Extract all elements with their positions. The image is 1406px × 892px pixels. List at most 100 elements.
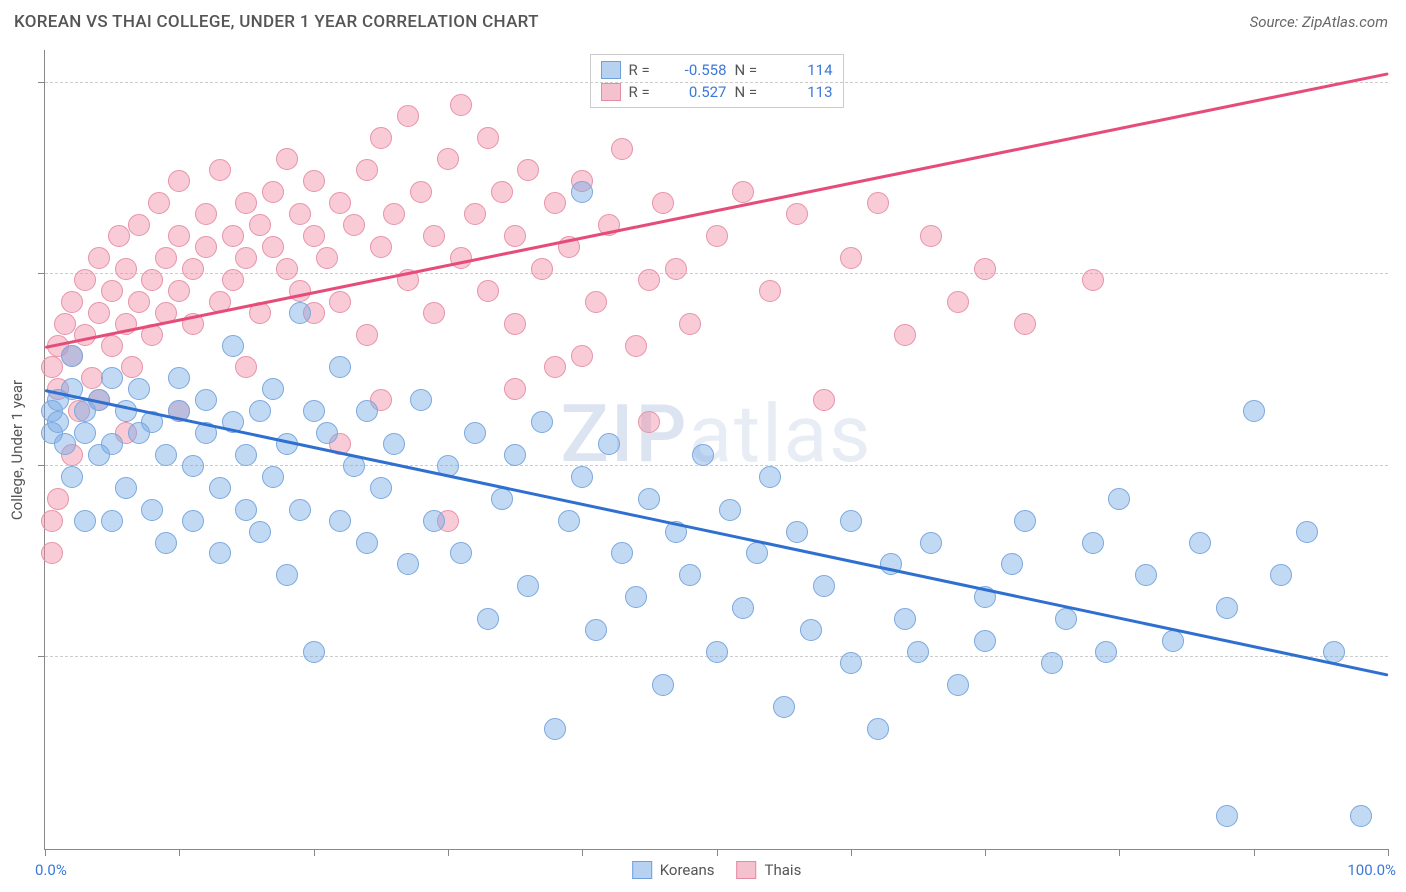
point-thais	[128, 291, 150, 313]
point-koreans	[813, 575, 835, 597]
point-koreans	[773, 696, 795, 718]
x-tick	[1388, 849, 1389, 856]
point-koreans	[61, 466, 83, 488]
point-thais	[74, 269, 96, 291]
point-thais	[141, 269, 163, 291]
point-thais	[168, 170, 190, 192]
point-koreans	[907, 641, 929, 663]
point-thais	[235, 247, 257, 269]
point-koreans	[222, 335, 244, 357]
point-koreans	[706, 641, 728, 663]
point-koreans	[1055, 608, 1077, 630]
point-thais	[437, 148, 459, 170]
series-legend: Koreans Thais	[632, 861, 802, 879]
source-credit: Source: ZipAtlas.com	[1250, 13, 1388, 31]
point-thais	[370, 127, 392, 149]
point-koreans	[303, 641, 325, 663]
point-thais	[786, 203, 808, 225]
point-koreans	[1350, 805, 1372, 827]
point-koreans	[195, 389, 217, 411]
point-thais	[840, 247, 862, 269]
point-koreans	[1270, 564, 1292, 586]
point-koreans	[1243, 400, 1265, 422]
point-koreans	[840, 510, 862, 532]
stats-row-koreans: R = -0.558 N = 114	[601, 59, 833, 81]
trend-line-koreans	[45, 389, 1389, 677]
point-koreans	[1216, 597, 1238, 619]
point-koreans	[1095, 641, 1117, 663]
point-koreans	[800, 619, 822, 641]
point-thais	[262, 181, 284, 203]
point-koreans	[719, 499, 741, 521]
legend-item-koreans: Koreans	[632, 861, 715, 879]
y-tick-label: 82.5%	[1396, 265, 1406, 283]
point-thais	[148, 192, 170, 214]
point-koreans	[746, 542, 768, 564]
x-axis-zero-label: 0.0%	[35, 861, 67, 879]
point-koreans	[571, 181, 593, 203]
point-thais	[571, 345, 593, 367]
x-tick	[179, 849, 180, 856]
stats-row-thais: R = 0.527 N = 113	[601, 81, 833, 103]
point-thais	[209, 159, 231, 181]
point-thais	[383, 203, 405, 225]
point-thais	[531, 258, 553, 280]
point-thais	[356, 324, 378, 346]
point-thais	[517, 159, 539, 181]
point-thais	[491, 181, 513, 203]
point-koreans	[638, 488, 660, 510]
point-thais	[450, 94, 472, 116]
point-koreans	[276, 564, 298, 586]
point-thais	[867, 192, 889, 214]
point-thais	[343, 214, 365, 236]
point-thais	[974, 258, 996, 280]
point-thais	[155, 247, 177, 269]
point-koreans	[209, 542, 231, 564]
point-koreans	[611, 542, 633, 564]
point-thais	[370, 236, 392, 258]
point-thais	[182, 258, 204, 280]
point-koreans	[168, 367, 190, 389]
point-koreans	[155, 532, 177, 554]
point-thais	[1014, 313, 1036, 335]
point-koreans	[894, 608, 916, 630]
point-koreans	[840, 652, 862, 674]
point-thais	[759, 280, 781, 302]
point-koreans	[115, 477, 137, 499]
point-koreans	[141, 499, 163, 521]
x-tick	[582, 849, 583, 856]
point-koreans	[397, 553, 419, 575]
point-thais	[329, 192, 351, 214]
point-koreans	[1014, 510, 1036, 532]
point-koreans	[692, 444, 714, 466]
point-thais	[41, 356, 63, 378]
x-tick	[851, 849, 852, 856]
point-koreans	[235, 499, 257, 521]
point-koreans	[289, 499, 311, 521]
point-koreans	[155, 444, 177, 466]
x-tick	[448, 849, 449, 856]
point-koreans	[786, 521, 808, 543]
point-thais	[88, 302, 110, 324]
point-thais	[41, 542, 63, 564]
point-koreans	[303, 400, 325, 422]
point-thais	[679, 313, 701, 335]
point-koreans	[1296, 521, 1318, 543]
point-koreans	[370, 477, 392, 499]
point-thais	[423, 225, 445, 247]
point-thais	[41, 510, 63, 532]
x-axis-hundred-label: 100.0%	[1347, 861, 1396, 879]
point-thais	[544, 356, 566, 378]
point-koreans	[182, 510, 204, 532]
point-koreans	[262, 378, 284, 400]
point-thais	[813, 389, 835, 411]
point-koreans	[625, 586, 647, 608]
point-thais	[128, 214, 150, 236]
point-thais	[195, 236, 217, 258]
point-thais	[504, 225, 526, 247]
point-koreans	[289, 302, 311, 324]
point-koreans	[1082, 532, 1104, 554]
point-koreans	[732, 597, 754, 619]
point-thais	[611, 138, 633, 160]
gridline	[45, 82, 1388, 83]
